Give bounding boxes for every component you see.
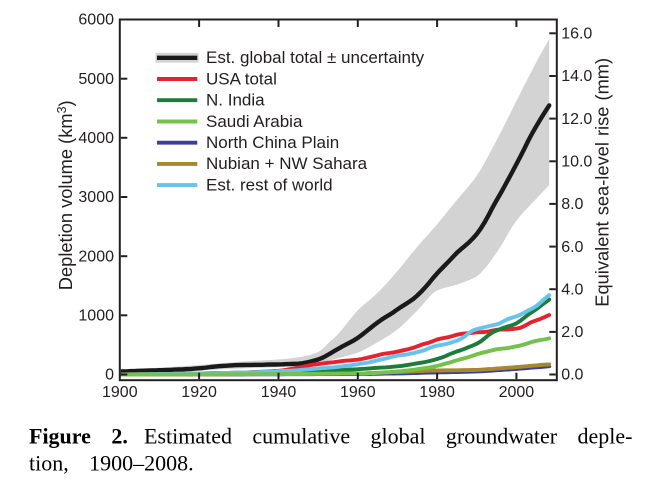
svg-text:USA total: USA total [206, 69, 277, 88]
svg-text:1920: 1920 [181, 384, 217, 401]
svg-text:1940: 1940 [261, 384, 297, 401]
svg-text:N. India: N. India [206, 91, 265, 110]
svg-text:6000: 6000 [78, 12, 114, 29]
svg-text:1980: 1980 [419, 384, 455, 401]
svg-text:10.0: 10.0 [561, 154, 592, 171]
svg-text:2000: 2000 [78, 248, 114, 265]
svg-text:Depletion volume (km3): Depletion volume (km3) [55, 100, 76, 290]
svg-text:Estimated cumulative global gr: Estimated cumulative global groundwater … [144, 424, 632, 449]
svg-text:12.0: 12.0 [561, 111, 592, 128]
svg-text:Nubian + NW Sahara: Nubian + NW Sahara [206, 154, 368, 173]
svg-text:tion, 1900–2008.: tion, 1900–2008. [29, 450, 194, 475]
svg-text:Est. rest of world: Est. rest of world [206, 175, 333, 194]
svg-text:0.0: 0.0 [561, 367, 583, 384]
svg-text:6.0: 6.0 [561, 239, 583, 256]
svg-text:4000: 4000 [78, 130, 114, 147]
svg-text:Est. global total ± uncertaint: Est. global total ± uncertainty [206, 48, 425, 67]
svg-text:Saudi Arabia: Saudi Arabia [206, 112, 303, 131]
svg-text:14.0: 14.0 [561, 68, 592, 85]
svg-text:2000: 2000 [499, 384, 535, 401]
svg-text:8.0: 8.0 [561, 196, 583, 213]
svg-text:3000: 3000 [78, 189, 114, 206]
svg-text:1960: 1960 [340, 384, 376, 401]
svg-text:Figure 2.: Figure 2. [29, 424, 128, 449]
svg-text:Equivalent sea-level rise (mm): Equivalent sea-level rise (mm) [592, 58, 613, 307]
svg-text:2.0: 2.0 [561, 324, 583, 341]
svg-text:0: 0 [105, 367, 114, 384]
svg-text:5000: 5000 [78, 71, 114, 88]
svg-text:16.0: 16.0 [561, 26, 592, 43]
svg-text:North China Plain: North China Plain [206, 133, 339, 152]
svg-text:1900: 1900 [102, 384, 138, 401]
svg-text:1000: 1000 [78, 308, 114, 325]
svg-text:4.0: 4.0 [561, 281, 583, 298]
